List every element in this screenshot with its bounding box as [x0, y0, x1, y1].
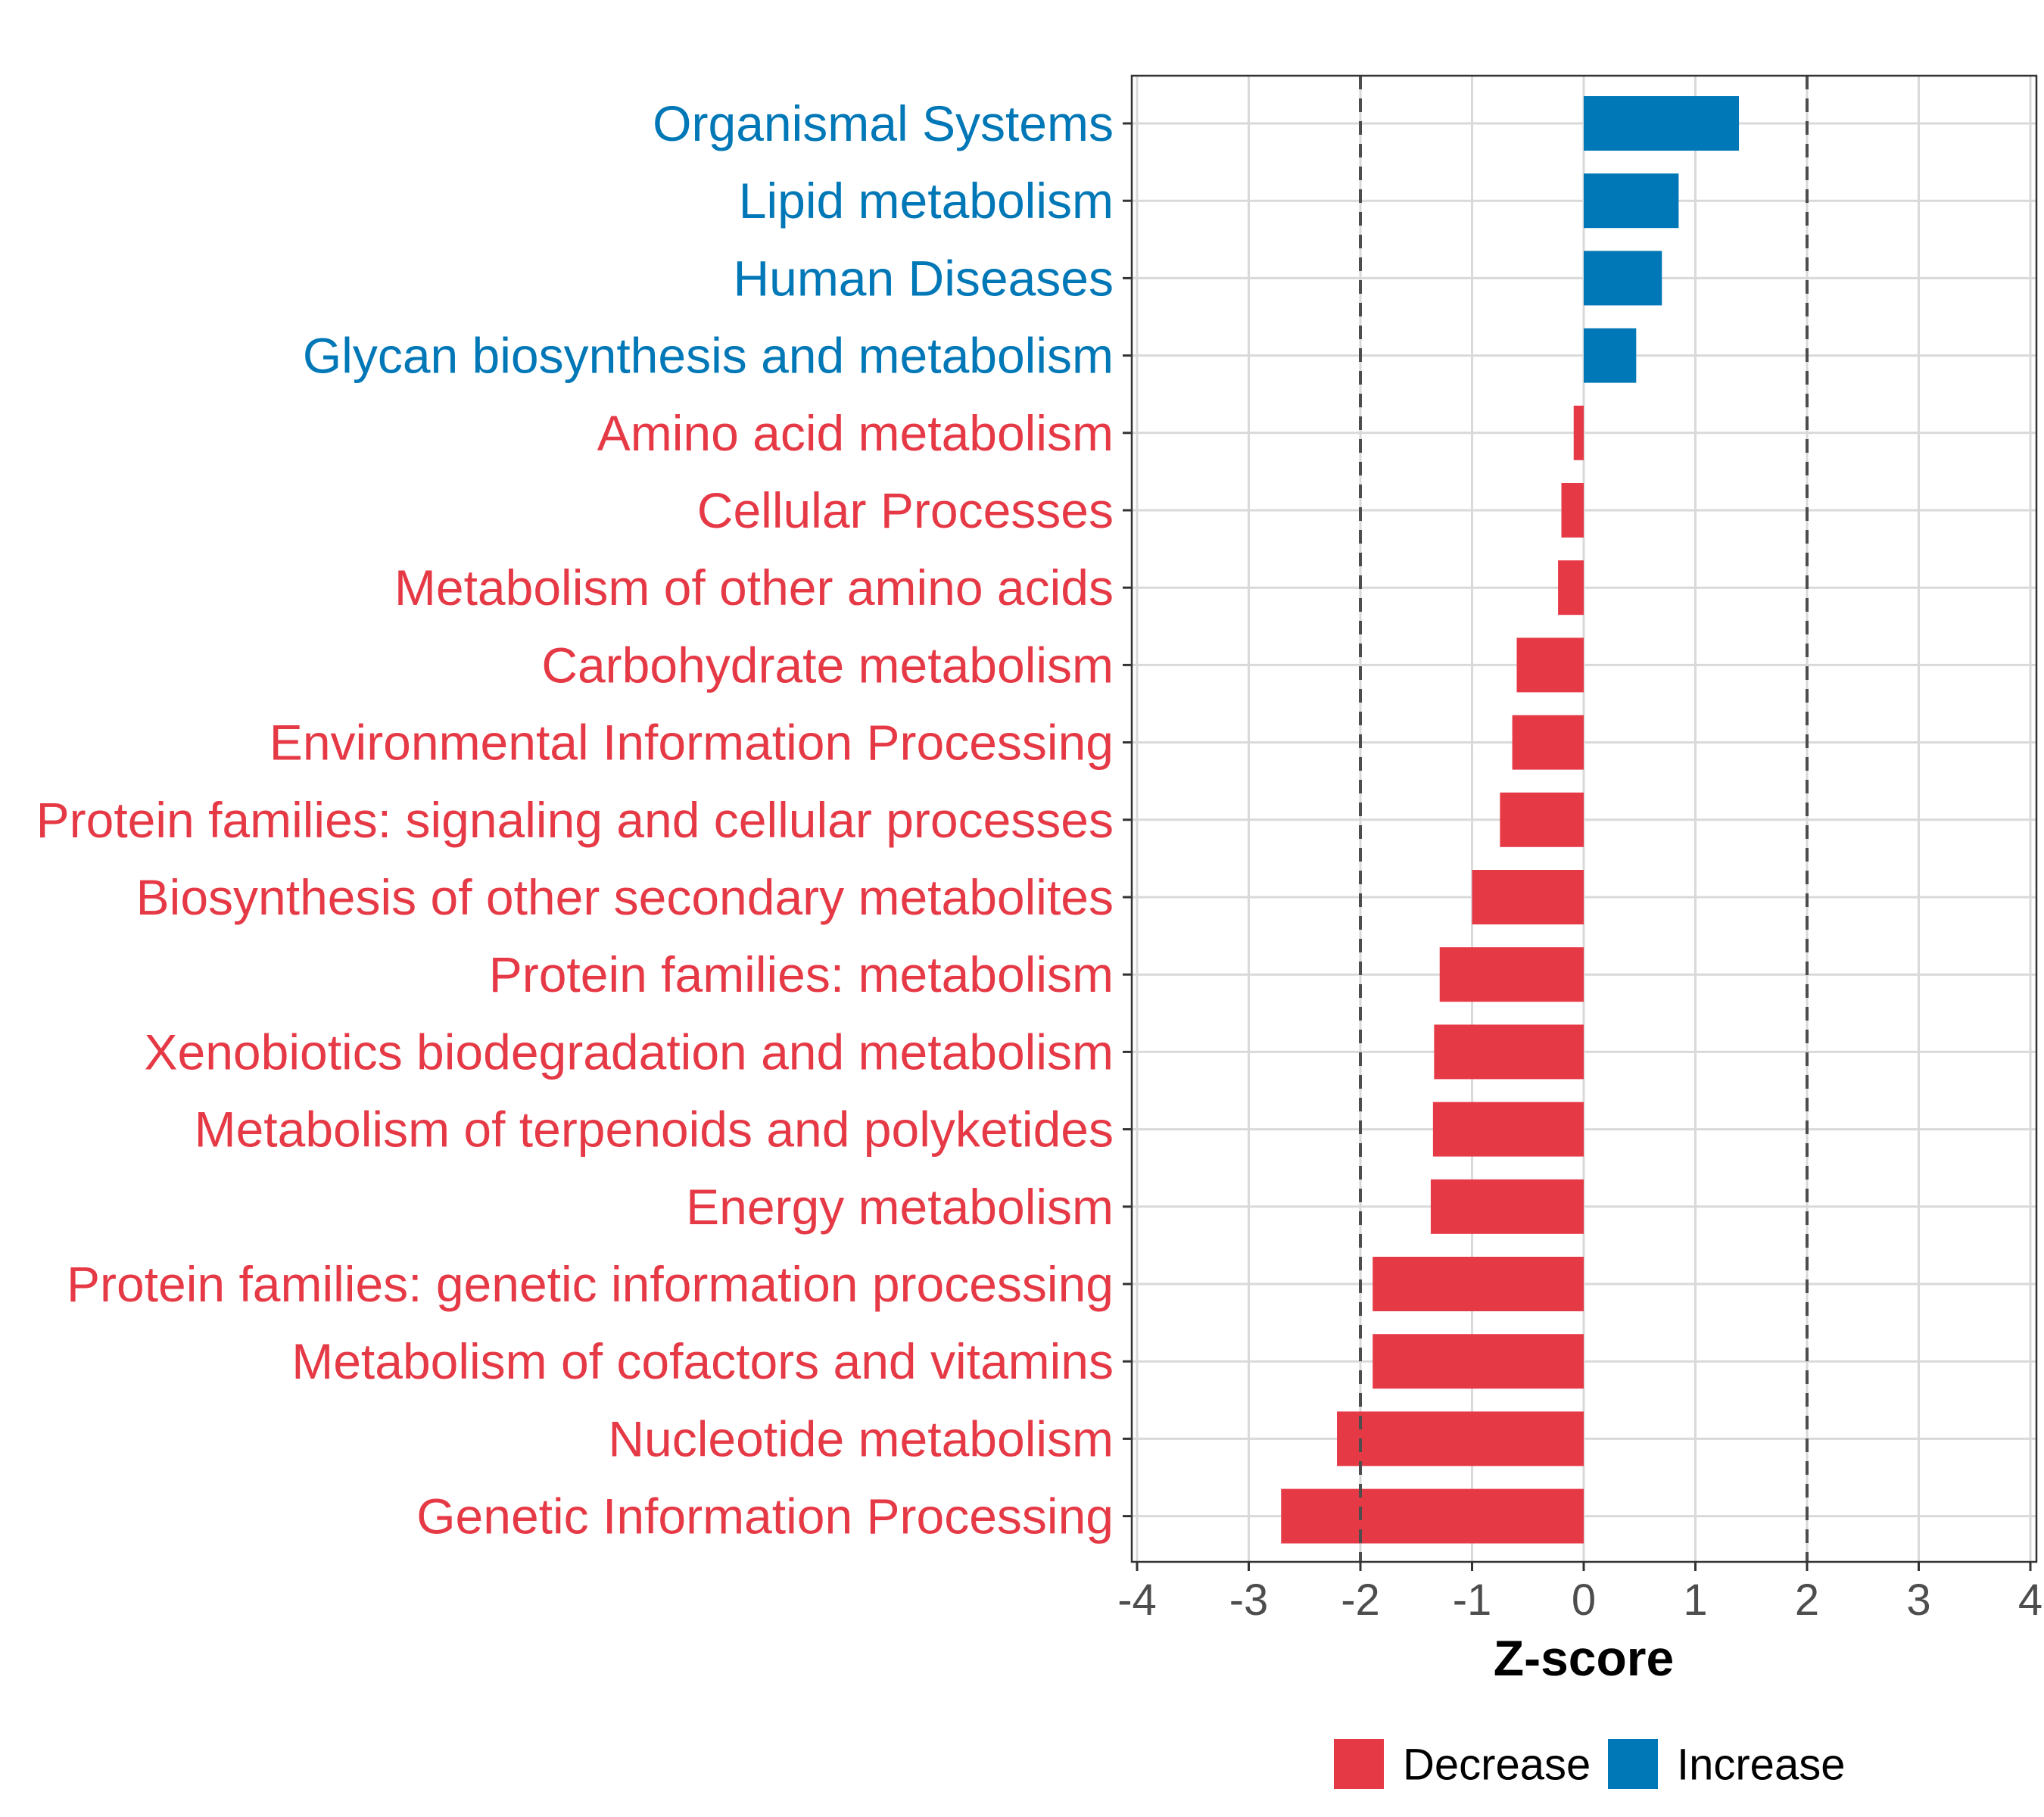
category-label: Lipid metabolism	[739, 173, 1114, 229]
bar	[1561, 483, 1584, 538]
category-label: Energy metabolism	[686, 1179, 1114, 1235]
bar	[1516, 637, 1584, 693]
category-label: Xenobiotics biodegradation and metabolis…	[145, 1024, 1114, 1080]
x-tick-label: 0	[1572, 1575, 1596, 1625]
bar	[1500, 792, 1584, 847]
x-axis-ticks: -4 -3 -2 -1 0 1 2 3 4	[1117, 1562, 2042, 1625]
bar	[1337, 1411, 1584, 1466]
bars-layer	[1281, 96, 1740, 1544]
bar	[1584, 328, 1637, 383]
category-label: Protein families: metabolism	[489, 946, 1114, 1002]
category-label: Protein families: signaling and cellular…	[36, 792, 1114, 848]
legend-label-decrease: Decrease	[1403, 1741, 1591, 1790]
legend-label-increase: Increase	[1677, 1741, 1845, 1790]
category-label: Environmental Information Processing	[270, 715, 1114, 771]
legend-swatch-increase	[1608, 1739, 1658, 1789]
bar	[1584, 96, 1740, 151]
x-tick-label: -1	[1453, 1575, 1492, 1625]
category-label: Organismal Systems	[653, 95, 1114, 151]
y-axis-ticks	[1123, 122, 1132, 1518]
bar	[1373, 1257, 1584, 1311]
category-label: Cellular Processes	[697, 482, 1114, 538]
y-axis-category-labels: Organismal Systems Lipid metabolism Human …	[36, 95, 1114, 1544]
category-label: Metabolism of cofactors and vitamins	[291, 1333, 1114, 1389]
x-tick-label: 4	[2018, 1575, 2042, 1625]
category-label: Human Diseases	[733, 250, 1114, 306]
bar	[1584, 251, 1662, 306]
category-label: Glycan biosynthesis and metabolism	[303, 328, 1114, 384]
bar	[1573, 405, 1584, 460]
category-label: Biosynthesis of other secondary metaboli…	[136, 869, 1114, 925]
bar	[1584, 173, 1679, 229]
bar	[1432, 1102, 1584, 1157]
x-tick-label: -2	[1341, 1575, 1380, 1625]
bar	[1512, 715, 1584, 770]
x-tick-label: 3	[1906, 1575, 1930, 1625]
category-label: Protein families: genetic information pr…	[67, 1256, 1114, 1312]
x-tick-label: 2	[1795, 1575, 1819, 1625]
bar	[1434, 1024, 1584, 1080]
category-label: Nucleotide metabolism	[608, 1410, 1114, 1466]
category-label: Metabolism of terpenoids and polyketides	[195, 1102, 1114, 1158]
threshold-lines-layer	[1359, 76, 1809, 1562]
legend-swatch-decrease	[1334, 1739, 1384, 1789]
category-label: Amino acid metabolism	[597, 405, 1114, 461]
x-tick-label: -4	[1117, 1575, 1157, 1625]
category-label: Carbohydrate metabolism	[541, 637, 1114, 693]
bar	[1439, 947, 1584, 1002]
bar	[1558, 560, 1584, 616]
bar	[1430, 1179, 1584, 1234]
x-tick-label: -3	[1229, 1575, 1269, 1625]
bar	[1373, 1334, 1584, 1389]
category-label: Metabolism of other amino acids	[394, 559, 1114, 616]
x-axis-title: Z-score	[1494, 1630, 1674, 1686]
bar	[1472, 870, 1584, 924]
legend: Decrease Increase	[1334, 1739, 1845, 1790]
x-tick-label: 1	[1683, 1575, 1707, 1625]
bar	[1281, 1488, 1584, 1544]
category-label: Genetic Information Processing	[416, 1488, 1114, 1544]
